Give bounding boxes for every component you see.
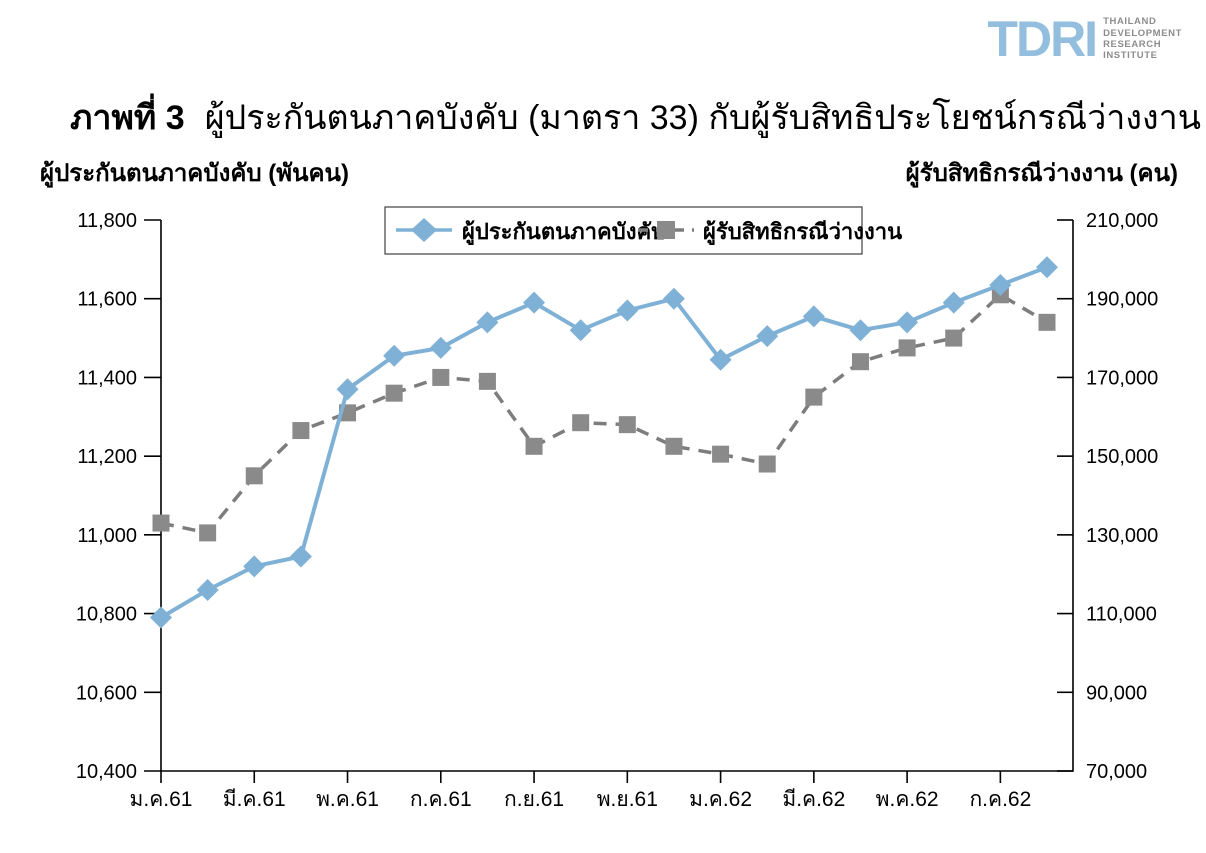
series-insured-m33-marker [476,311,499,334]
right-axis-tick-label: 110,000 [1086,604,1157,626]
series-unemployed-benefit-marker [385,384,403,402]
chart-title-number: ภาพที่ 3 [70,99,185,137]
legend-insured-diamond-marker [411,218,437,242]
series-unemployed-benefit-marker [152,514,170,532]
tdri-logo: TDRI THAILAND DEVELOPMENT RESEARCH INSTI… [987,14,1182,64]
series-unemployed-benefit-marker [758,455,776,473]
right-axis-title: ผู้รับสิทธิกรณีว่างงาน (คน) [905,160,1178,187]
series-unemployed-benefit-marker [898,339,916,357]
series-insured-m33-marker [616,299,639,322]
series-insured-m33-marker [1036,256,1058,279]
left-axis-tick-label: 11,600 [77,289,137,311]
series-unemployed-benefit-line [160,292,1048,535]
right-axis-tick-label: 70,000 [1086,761,1147,783]
left-axis-tick-label: 11,800 [77,210,137,232]
x-axis-tick-label: ก.ย.61 [504,788,564,811]
x-axis-tick-label: มี.ค.61 [223,788,286,811]
left-axis-tick-label: 11,200 [77,446,137,468]
tdri-logo-line: DEVELOPMENT [1103,27,1182,39]
x-axis-tick-label: ก.ค.62 [969,788,1031,811]
series-insured-m33-marker [709,348,732,371]
x-axis-tick-label: พ.ย.61 [597,788,658,811]
series-insured-m33-marker [989,273,1012,296]
tdri-logo-subtext: THAILAND DEVELOPMENT RESEARCH INSTITUTE [1103,16,1182,62]
series-unemployed-benefit-marker [572,414,590,432]
x-axis-tick-label: พ.ค.62 [876,788,939,811]
series-insured-m33-marker [942,291,965,314]
left-axis-tick-label: 11,000 [77,525,137,547]
legend-box [384,206,863,255]
series-insured-m33-marker [523,291,546,314]
x-axis-tick-label: ม.ค.62 [689,788,752,811]
legend-unemployed-label: ผู้รับสิทธิกรณีว่างงาน [703,219,902,246]
left-axis-title: ผู้ประกันตนภาคบังคับ (พันคน) [40,160,349,187]
x-axis-tick-label: พ.ค.61 [316,788,379,811]
right-axis-tick-label: 170,000 [1086,367,1158,389]
tdri-logo-wordmark: TDRI [987,11,1098,67]
series-unemployed-benefit-marker [712,445,730,463]
series-unemployed-benefit-marker [851,353,869,371]
axes-frame [160,220,1074,772]
series-insured-m33-marker [429,336,452,359]
legend-insured-label: ผู้ประกันตนภาคบังคับ [462,219,665,246]
series-unemployed-benefit-marker [199,524,217,542]
series-insured-m33-marker [756,325,779,348]
series-unemployed-benefit-marker [432,368,450,386]
legend-unemployed-square-marker [657,221,675,239]
left-axis-tick-label: 11,400 [77,367,137,389]
series-insured-m33-marker [196,578,219,601]
series-unemployed-benefit-marker [618,416,636,434]
right-axis-tick-label: 150,000 [1086,446,1158,468]
left-axis-tick-label: 10,400 [76,761,137,783]
series-unemployed-benefit-marker [805,388,823,406]
chart-title-text: ผู้ประกันตนภาคบังคับ (มาตรา 33) กับผู้รั… [204,99,1201,137]
series-unemployed-benefit-marker [245,467,263,485]
left-axis-tick-label: 10,600 [76,682,137,704]
series-unemployed-benefit-marker [478,372,496,390]
left-axis-tick-label: 10,800 [76,604,137,626]
right-axis-tick-label: 190,000 [1086,289,1158,311]
right-axis-tick-label: 210,000 [1086,210,1158,232]
series-insured-m33-marker [383,344,406,367]
series-insured-m33-marker [150,606,172,629]
series-insured-m33-marker [896,311,919,334]
right-axis-tick-label: 130,000 [1086,525,1158,547]
series-insured-m33-marker [849,319,872,342]
tdri-logo-line: RESEARCH [1103,39,1162,50]
series-unemployed-benefit-marker [665,437,683,455]
series-insured-m33-marker [243,555,266,578]
series-unemployed-benefit-marker [525,437,543,455]
tdri-logo-line: THAILAND [1103,16,1157,28]
x-axis-tick-label: ม.ค.61 [130,788,193,811]
x-axis-tick-label: ก.ค.61 [410,788,472,811]
series-insured-m33-marker [802,305,825,328]
series-insured-m33-marker [569,319,592,342]
series-unemployed-benefit-marker [292,422,310,440]
series-unemployed-benefit-marker [945,329,963,347]
series-insured-m33-marker [336,378,359,401]
series-unemployed-benefit-marker [1038,313,1056,331]
series-insured-m33-marker [289,545,312,568]
x-axis-tick-label: มี.ค.62 [782,788,845,811]
series-insured-m33-marker [662,287,685,310]
chart-title: ภาพที่ 3 ผู้ประกันตนภาคบังคับ (มาตรา 33) … [70,90,1201,144]
tdri-logo-line: INSTITUTE [1103,50,1158,62]
right-axis-tick-label: 90,000 [1086,682,1147,704]
